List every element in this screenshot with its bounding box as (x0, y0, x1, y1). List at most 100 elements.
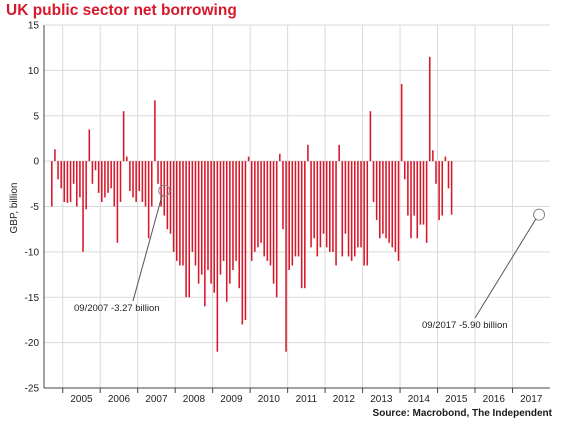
bar (132, 161, 134, 198)
y-axis-title: GBP, billion (9, 183, 20, 234)
y-tick-label: -10 (25, 247, 40, 258)
bar (425, 161, 428, 243)
bar (207, 161, 209, 271)
bar (229, 161, 231, 284)
bar (235, 161, 237, 261)
bar (291, 161, 294, 266)
bar (416, 161, 419, 239)
bar (275, 161, 278, 298)
bar (129, 161, 131, 192)
bar (394, 161, 397, 252)
bar (185, 161, 187, 298)
x-tick-label: 2010 (258, 394, 281, 405)
bar (238, 161, 240, 289)
bar (285, 161, 287, 352)
y-tick-label: 15 (28, 21, 40, 32)
bar (72, 161, 75, 184)
bar (329, 161, 331, 252)
bar (60, 161, 62, 189)
bar (347, 161, 350, 257)
bar (400, 83, 403, 162)
bar (225, 161, 228, 302)
bar (122, 111, 125, 162)
bar (310, 161, 312, 248)
y-tick-label: -25 (25, 384, 40, 395)
bar (194, 161, 197, 266)
bar (422, 161, 425, 225)
bar (385, 161, 387, 239)
bar (447, 161, 450, 189)
bar (413, 161, 415, 216)
bar (135, 161, 137, 202)
source-note: Source: Macrobond, The Independent (372, 408, 552, 419)
bar (366, 161, 369, 266)
bar (391, 161, 394, 248)
bar (125, 156, 128, 162)
bar (335, 161, 337, 266)
bar (272, 161, 275, 284)
bar (51, 161, 53, 207)
bar (382, 161, 384, 234)
bar (213, 161, 216, 293)
bar (369, 111, 372, 162)
bar (372, 161, 375, 202)
x-tick-label: 2014 (408, 394, 431, 405)
bar (94, 161, 97, 171)
bar (179, 161, 181, 266)
bar (197, 161, 200, 284)
bar (66, 161, 69, 203)
bar (263, 161, 265, 257)
bar (300, 161, 303, 289)
bar (113, 161, 116, 207)
bar (97, 161, 100, 193)
bar (338, 144, 340, 162)
x-tick-label: 2006 (108, 394, 131, 405)
bar (85, 161, 87, 210)
gridlines (44, 24, 550, 389)
bar (375, 161, 378, 221)
bar (354, 161, 356, 257)
bar (110, 161, 112, 189)
annotation-label: 09/2007 -3.27 billion (74, 303, 160, 314)
bar (407, 161, 409, 216)
bar (232, 161, 234, 271)
bar (69, 161, 72, 202)
bar (219, 161, 222, 275)
x-tick-label: 2013 (370, 394, 393, 405)
bar (147, 161, 150, 239)
x-tick-label: 2007 (145, 394, 168, 405)
bar (76, 161, 78, 207)
bar (160, 161, 162, 207)
y-tick-label: 5 (33, 111, 39, 122)
bar (141, 161, 144, 202)
bar (244, 161, 247, 320)
bar (150, 161, 153, 207)
bar (182, 161, 184, 266)
bar (316, 161, 319, 257)
y-tick-label: -15 (25, 293, 40, 304)
bar (191, 161, 194, 252)
annotation-label: 09/2017 -5.90 billion (422, 320, 508, 331)
bar (307, 144, 309, 162)
bar (247, 156, 250, 162)
bar (344, 161, 347, 234)
bar (210, 161, 212, 284)
bar (241, 161, 244, 325)
bar (216, 161, 219, 352)
annotation-leader (132, 194, 163, 302)
bar (116, 161, 119, 243)
bar (450, 161, 453, 215)
bar (397, 161, 400, 261)
chart-title: UK public sector net borrowing (6, 2, 237, 19)
bar (350, 161, 353, 261)
x-tick-label: 2012 (333, 394, 356, 405)
bar-series (51, 56, 453, 352)
bar (88, 129, 91, 162)
x-tick-label: 2005 (70, 394, 93, 405)
bar (82, 161, 84, 252)
bar (169, 161, 172, 234)
bar (79, 161, 81, 198)
bar (257, 161, 259, 248)
bar (363, 161, 365, 266)
bar (444, 156, 447, 162)
